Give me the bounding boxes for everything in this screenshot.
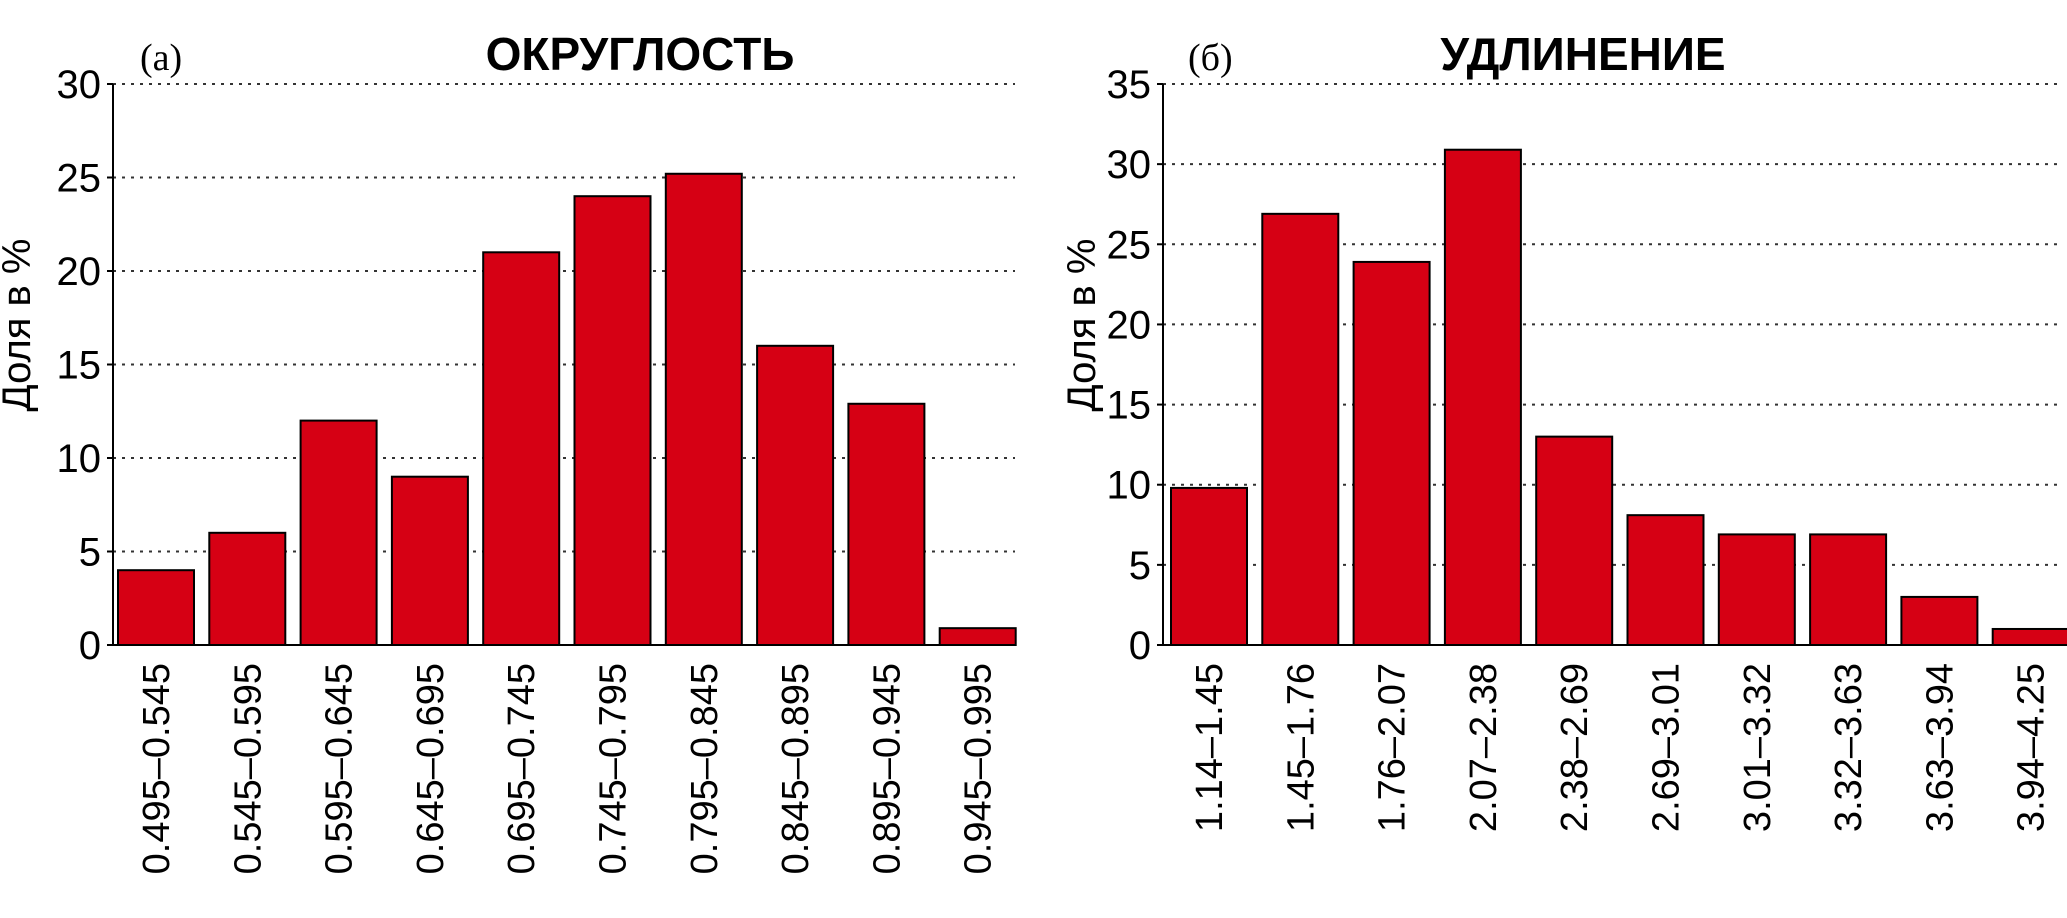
chart-title-a: ОКРУГЛОСТЬ (486, 28, 795, 80)
chart-panel-b: (б) УДЛИНЕНИЕ Доля в % 0 5 10 15 20 25 30 35 1.… (1060, 28, 2067, 832)
y-axis-label-b: Доля в % (1060, 239, 1104, 412)
bar (1170, 486, 1248, 647)
bar (117, 569, 195, 647)
x-tick-label: 2.07–2.38 (1463, 663, 1505, 832)
bar (756, 344, 835, 646)
bar (1261, 212, 1340, 646)
y-tick-label: 10 (57, 437, 102, 481)
bar (664, 172, 743, 646)
panel-label-a: (а) (140, 37, 182, 79)
x-tick-label: 1.76–2.07 (1372, 663, 1414, 832)
x-tick-label: 0.795–0.845 (684, 663, 726, 874)
y-tick-label: 30 (1107, 143, 1152, 187)
x-tick-label: 3.94–4.25 (2011, 663, 2053, 832)
bar (1809, 533, 1888, 646)
bar (1443, 148, 1522, 647)
y-tick-label: 0 (79, 624, 101, 668)
y-tick-label: 35 (1107, 63, 1152, 107)
x-tick-label: 0.745–0.795 (593, 663, 635, 874)
bar (847, 402, 926, 646)
x-tick-label: 0.595–0.645 (319, 663, 361, 874)
bar (1717, 533, 1796, 646)
x-tick-label: 0.545–0.595 (227, 663, 269, 874)
x-tick-label: 0.695–0.745 (501, 663, 543, 874)
y-tick-label: 20 (57, 250, 102, 294)
x-tick-label: 2.38–2.69 (1554, 663, 1596, 832)
bar (573, 195, 652, 646)
y-tick-label: 15 (57, 344, 102, 388)
y-tick-label: 20 (1107, 303, 1152, 347)
bar (1626, 514, 1705, 646)
bar (1900, 595, 1979, 647)
x-tick-label: 3.32–3.63 (1828, 663, 1870, 832)
x-tick-label: 0.895–0.945 (866, 663, 908, 874)
x-tick-label: 0.645–0.695 (410, 663, 452, 874)
y-tick-label: 30 (57, 63, 102, 107)
y-tick-label: 15 (1107, 384, 1152, 428)
x-tick-label: 0.945–0.995 (958, 663, 1000, 874)
chart-title-b: УДЛИНЕНИЕ (1440, 28, 1725, 80)
bar (1352, 260, 1431, 646)
x-tick-label: 1.14–1.45 (1189, 663, 1231, 832)
y-tick-label: 0 (1129, 624, 1151, 668)
x-tick-label: 0.845–0.895 (775, 663, 817, 874)
y-tick-label: 5 (79, 531, 101, 575)
panel-label-b: (б) (1188, 37, 1233, 79)
x-tick-label: 3.63–3.94 (1919, 663, 1961, 832)
bar (938, 627, 1017, 646)
bar (390, 475, 469, 647)
bar (1535, 435, 1614, 646)
x-tick-label: 3.01–3.32 (1737, 663, 1779, 832)
chart-panel-a: (а) ОКРУГЛОСТЬ Доля в % 0 5 10 15 20 25 30 0.4… (0, 28, 1017, 874)
x-tick-label: 2.69–3.01 (1646, 663, 1688, 832)
y-tick-label: 25 (57, 157, 102, 201)
y-tick-label: 5 (1129, 544, 1151, 588)
bar (208, 531, 287, 646)
bar (1991, 627, 2067, 647)
y-tick-label: 25 (1107, 223, 1152, 267)
bar (299, 419, 378, 646)
y-axis-label-a: Доля в % (0, 239, 39, 412)
bar (482, 251, 561, 647)
x-tick-label: 0.495–0.545 (136, 663, 178, 874)
x-tick-label: 1.45–1.76 (1280, 663, 1322, 832)
y-tick-label: 10 (1107, 464, 1152, 508)
